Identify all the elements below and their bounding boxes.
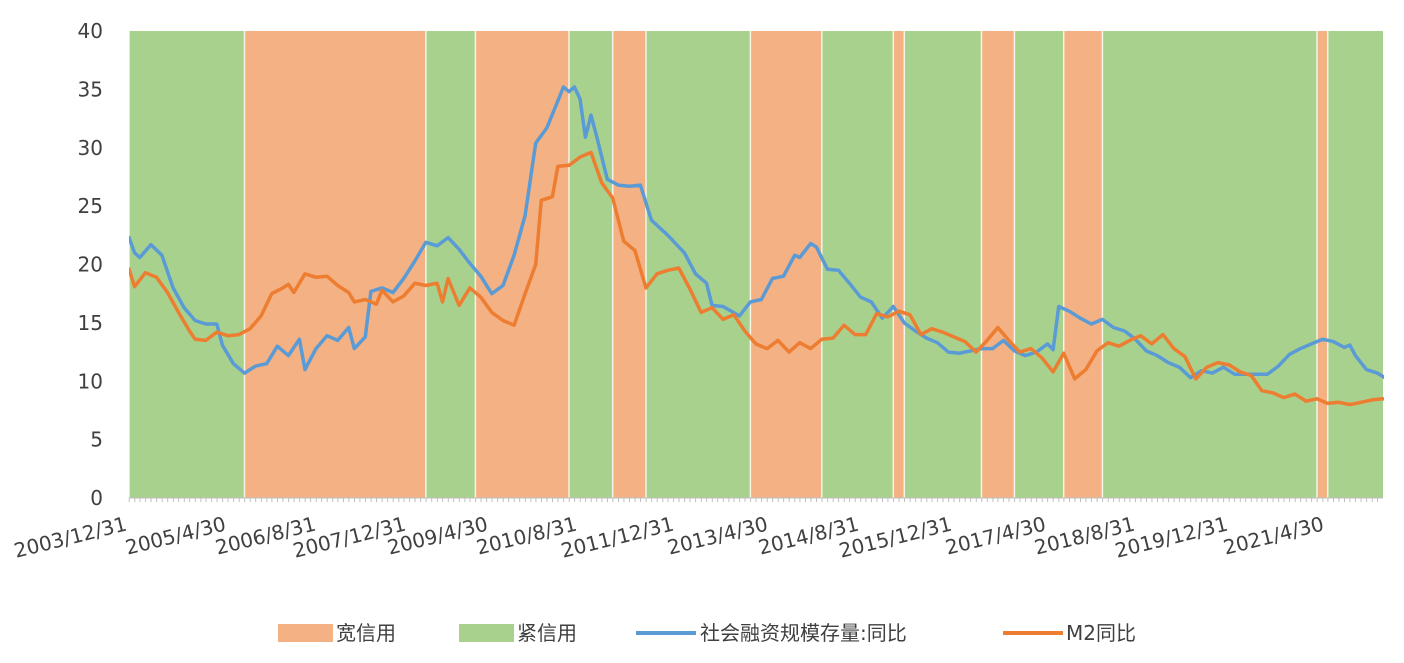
- y-tick-label: 10: [78, 369, 103, 393]
- series-lines: [129, 85, 1384, 407]
- regime-band-5: [612, 31, 646, 498]
- y-tick-label: 20: [78, 253, 103, 277]
- regime-band-16: [1327, 31, 1383, 498]
- x-tick-label: 2021/4/30: [1221, 512, 1326, 560]
- legend-swatch-0: [278, 624, 333, 642]
- legend-label-3: M2同比: [1066, 621, 1136, 645]
- regime-band-11: [981, 31, 1015, 498]
- series-line-social-financing: [129, 85, 1384, 380]
- y-tick-label: 0: [90, 486, 103, 510]
- x-tick-label: 2011/12/31: [559, 512, 677, 563]
- regime-band-10: [904, 31, 982, 498]
- regime-band-12: [1014, 31, 1064, 498]
- y-tick-label: 15: [78, 311, 103, 335]
- regime-band-14: [1102, 31, 1318, 498]
- legend-swatch-1: [459, 624, 514, 642]
- regime-band-8: [821, 31, 894, 498]
- regime-band-2: [425, 31, 476, 498]
- legend-label-1: 紧信用: [517, 621, 577, 645]
- series-line-m2: [129, 150, 1384, 407]
- regime-band-7: [750, 31, 822, 498]
- regime-band-3: [475, 31, 569, 498]
- y-tick-label: 40: [78, 19, 103, 43]
- regime-band-4: [569, 31, 613, 498]
- regime-bands: [128, 31, 1383, 498]
- regime-band-13: [1063, 31, 1103, 498]
- legend-label-0: 宽信用: [336, 621, 396, 645]
- regime-band-9: [893, 31, 905, 498]
- y-tick-label: 35: [78, 77, 103, 101]
- regime-band-0: [129, 31, 245, 498]
- regime-band-6: [646, 31, 751, 498]
- legend: 宽信用 紧信用 社会融资规模存量:同比 M2同比: [278, 621, 1136, 645]
- y-tick-label: 30: [78, 136, 103, 160]
- x-tick-label: 2003/12/31: [12, 512, 130, 563]
- y-tick-label: 25: [78, 194, 103, 218]
- legend-label-2: 社会融资规模存量:同比: [700, 621, 907, 645]
- regime-band-1: [244, 31, 426, 498]
- x-tick-label: 2013/4/30: [665, 512, 770, 560]
- y-tick-label: 5: [90, 428, 103, 452]
- regime-band-15: [1317, 31, 1328, 498]
